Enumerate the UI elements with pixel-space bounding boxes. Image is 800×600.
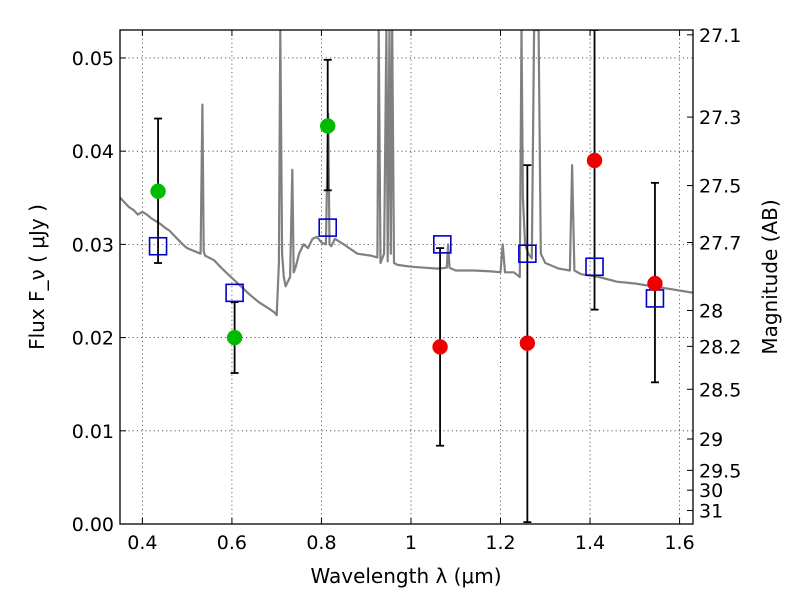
model-spectrum-line bbox=[120, 30, 693, 317]
mag-tick-label: 31 bbox=[699, 501, 723, 523]
model-photometry-square bbox=[225, 283, 244, 303]
grid-lines bbox=[120, 30, 693, 525]
x-tick-label: 1.6 bbox=[664, 532, 694, 554]
model-photometry-square bbox=[433, 235, 452, 254]
non-detection-point bbox=[647, 275, 663, 292]
plot-frame bbox=[119, 29, 694, 525]
model-photometry-square bbox=[518, 244, 537, 263]
y-tick-label: 0.03 bbox=[72, 234, 114, 256]
axis-ticks: 0.4 0.6 0.8 1 1.2 1.4 1.6 0.00 0.01 0.02 0.03 0.04 0… bbox=[72, 25, 742, 554]
mag-tick-label: 27.7 bbox=[699, 233, 741, 255]
model-photometry-square bbox=[318, 218, 338, 237]
right-axis-title: Magnitude (AB) bbox=[758, 199, 782, 354]
y-axis-title: Flux F_ν ( μJy ) bbox=[25, 204, 49, 350]
x-tick-label: 0.8 bbox=[306, 532, 336, 554]
mag-tick-label: 30 bbox=[699, 480, 723, 502]
non-detection-point bbox=[519, 335, 536, 351]
detection-point bbox=[319, 118, 336, 134]
model-photometry-square bbox=[585, 257, 604, 277]
mag-tick-label: 29.5 bbox=[699, 460, 741, 482]
model-photometry-square bbox=[148, 236, 168, 256]
non-detection-point bbox=[432, 339, 448, 355]
mag-tick-label: 27.1 bbox=[699, 25, 741, 47]
x-tick-label: 1.2 bbox=[485, 532, 515, 554]
mag-tick-label: 28.2 bbox=[699, 336, 741, 358]
y-tick-label: 0.02 bbox=[72, 328, 114, 350]
x-axis-title: Wavelength λ (μm) bbox=[310, 564, 501, 588]
y-tick-label: 0.04 bbox=[72, 141, 114, 163]
mag-tick-label: 28 bbox=[699, 300, 723, 322]
x-tick-label: 0.4 bbox=[127, 532, 157, 554]
non-detection-point bbox=[586, 152, 603, 169]
mag-tick-label: 29 bbox=[699, 429, 723, 451]
detection-point bbox=[226, 329, 243, 346]
series-group bbox=[120, 30, 693, 524]
mag-tick-label: 28.5 bbox=[699, 379, 741, 401]
x-tick-label: 1 bbox=[405, 532, 417, 554]
x-tick-label: 1.4 bbox=[575, 532, 605, 554]
y-tick-label: 0.05 bbox=[72, 48, 114, 70]
mag-tick-label: 27.3 bbox=[699, 107, 741, 129]
y-tick-label: 0.01 bbox=[72, 421, 114, 443]
y-tick-label: 0.00 bbox=[72, 514, 114, 536]
detection-point bbox=[150, 183, 166, 199]
plot-area bbox=[120, 30, 693, 524]
x-tick-label: 0.6 bbox=[217, 532, 247, 554]
mag-tick-label: 27.5 bbox=[699, 176, 741, 198]
